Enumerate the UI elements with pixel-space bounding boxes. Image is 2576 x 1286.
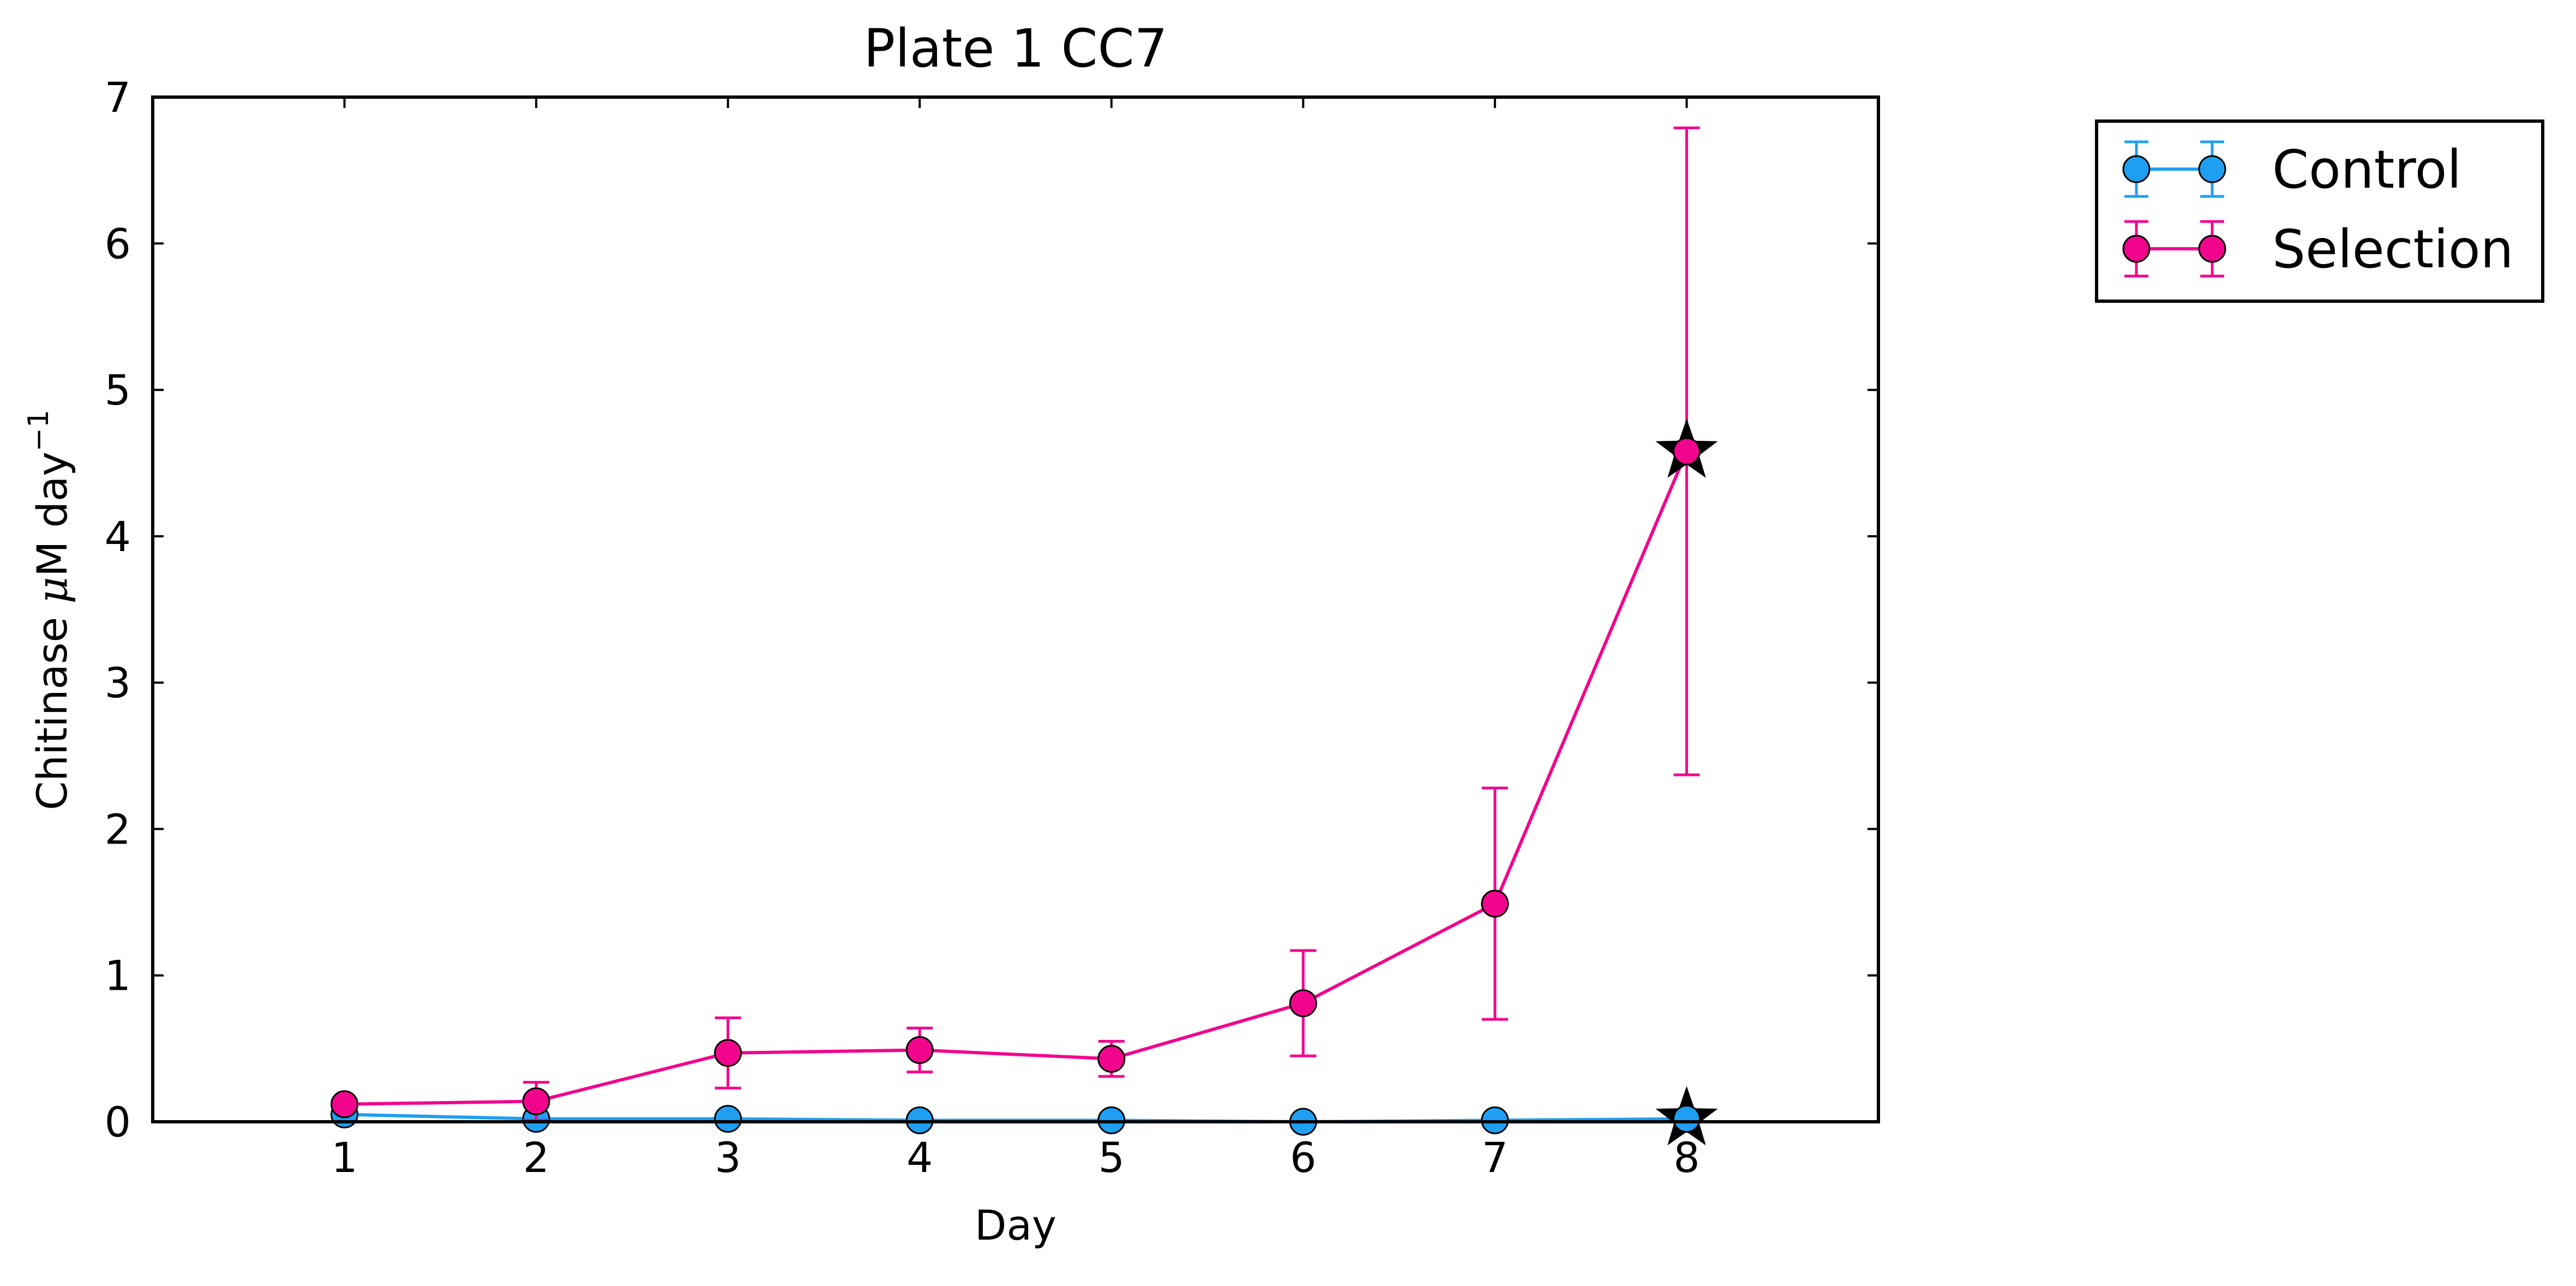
selection-data-point: [331, 1090, 359, 1118]
legend-control-marker: [2122, 155, 2151, 183]
x-tick-label: 5: [1098, 1133, 1125, 1182]
legend-selection-marker: [2198, 235, 2226, 263]
y-axis-label-exponent: −1: [22, 410, 55, 452]
y-axis-label-mu: μ: [28, 577, 76, 603]
selection-data-point: [1097, 1045, 1126, 1073]
y-tick-label: 7: [105, 73, 131, 122]
legend-selection-label: Selection: [2272, 219, 2513, 280]
x-axis-label: Day: [975, 1201, 1056, 1249]
legend-box: [2095, 119, 2544, 303]
legend: Control Selection: [2095, 119, 2544, 303]
data-series: [331, 126, 1701, 1136]
y-axis-label: Chitinase μM day−1: [22, 410, 76, 810]
selection-data-point: [714, 1039, 742, 1067]
legend-selection-marker: [2122, 235, 2151, 263]
selection-line: [344, 451, 1689, 1106]
y-axis-label-prefix: Chitinase: [28, 604, 76, 811]
y-axis-label-unit: M day: [28, 452, 76, 577]
legend-control-marker: [2198, 155, 2226, 183]
legend-entries: Control Selection: [2122, 139, 2513, 280]
y-tick-label: 6: [105, 219, 131, 268]
selection-data-point: [1289, 989, 1317, 1018]
significance-point: [1672, 437, 1701, 465]
x-tick-label: 3: [714, 1133, 741, 1182]
significance-markers: [1655, 418, 1718, 1146]
y-tick-label: 0: [105, 1098, 131, 1146]
y-tick-label: 3: [105, 659, 131, 707]
plot-frame: [151, 95, 1880, 1123]
x-tick-label: 2: [523, 1133, 549, 1182]
axis-ticks: 1 2 3 4 5 6 7 8 0 1 2 3 4 5 6 7: [105, 73, 1878, 1182]
selection-data-point: [1481, 889, 1509, 918]
x-tick-label: 1: [331, 1133, 357, 1182]
x-tick-label: 6: [1290, 1133, 1316, 1182]
chart-title: Plate 1 CC7: [863, 18, 1167, 79]
selection-data-point: [522, 1087, 550, 1115]
significance-point: [1672, 1105, 1701, 1133]
y-tick-label: 5: [105, 366, 131, 415]
series-selection: [331, 126, 1701, 1122]
y-tick-label: 2: [105, 805, 131, 853]
x-tick-label: 4: [906, 1133, 933, 1182]
selection-data-point: [905, 1036, 934, 1064]
legend-control-label: Control: [2272, 139, 2461, 200]
y-tick-label: 1: [105, 952, 131, 1000]
y-tick-label: 4: [105, 512, 131, 561]
x-tick-label: 8: [1673, 1133, 1700, 1182]
x-tick-label: 7: [1482, 1133, 1508, 1182]
control-data-point: [714, 1105, 742, 1133]
